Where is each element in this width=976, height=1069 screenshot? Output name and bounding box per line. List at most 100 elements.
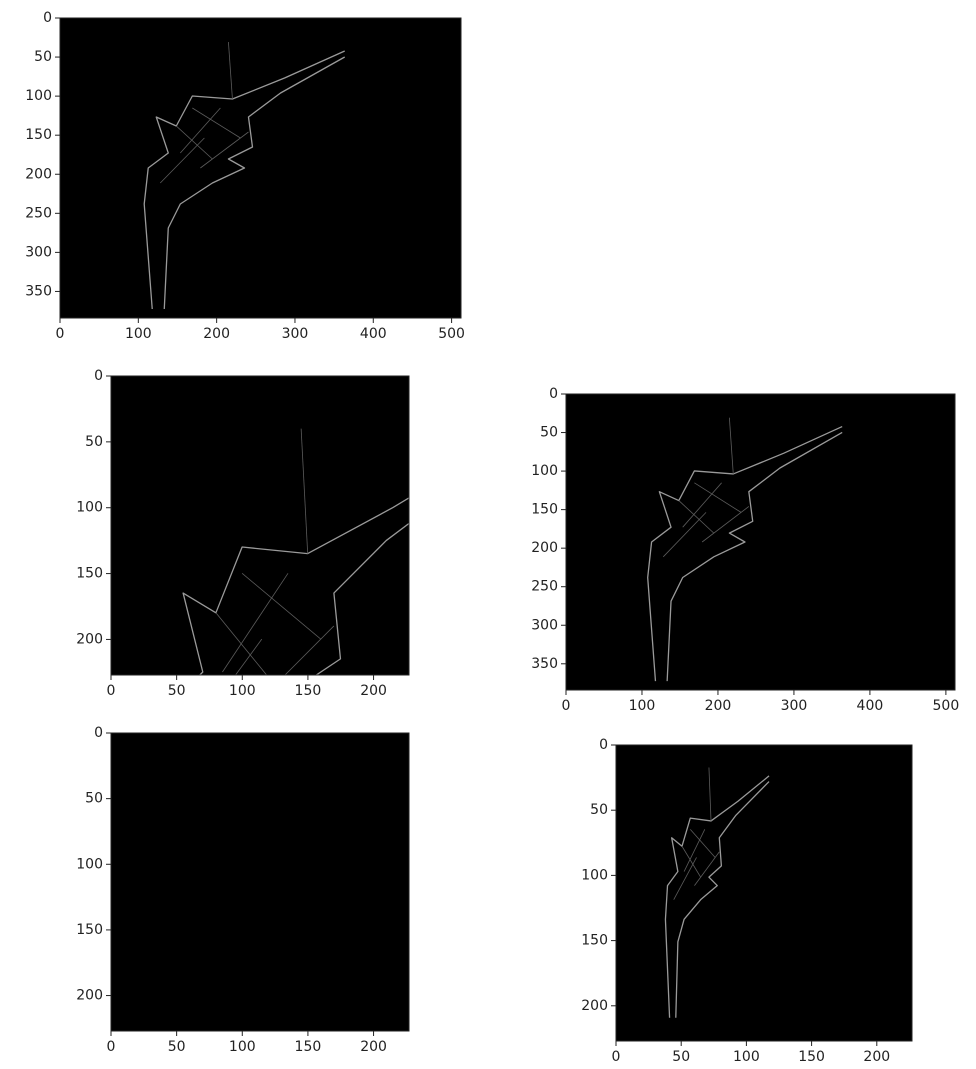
cell-structure (200, 131, 249, 169)
x-tick-label: 150 (798, 1049, 825, 1065)
y-tick-label: 100 (76, 856, 103, 872)
cell-structure (176, 125, 213, 160)
y-tick-label: 50 (590, 802, 608, 818)
x-tick-label: 200 (863, 1049, 890, 1065)
image-panel: 0 100 200 300 400 500 0 50 100 150 200 250 300 350 (25, 10, 465, 342)
y-tick-label: 0 (599, 737, 608, 753)
x-tick-label: 0 (612, 1049, 621, 1065)
cell-structure (708, 767, 712, 821)
x-tick-label: 0 (56, 326, 65, 342)
y-tick-label: 300 (25, 244, 52, 260)
y-tick-label: 150 (581, 933, 608, 949)
x-tick-label: 50 (168, 683, 186, 699)
cell-structure (673, 857, 697, 900)
cell-structure (647, 425, 843, 682)
cell-structure (241, 573, 322, 640)
x-tick-label: 100 (733, 1049, 760, 1065)
y-tick-label: 200 (76, 631, 103, 647)
image-content (664, 767, 770, 1018)
cell-structure (683, 829, 706, 872)
x-tick-label: 0 (562, 698, 571, 714)
cell-structure (143, 50, 345, 310)
axes-frame (615, 744, 913, 1042)
x-tick-label: 100 (229, 683, 256, 699)
cell-structure (681, 846, 701, 878)
y-tick-label: 50 (34, 49, 52, 65)
cell-structure (192, 107, 241, 139)
x-tick-label: 0 (107, 683, 116, 699)
image-content (143, 41, 346, 310)
image-panel: 0 50 100 150 200 0 50 100 150 200 (581, 737, 913, 1065)
x-tick-label: 300 (282, 326, 309, 342)
y-tick-label: 50 (540, 425, 558, 441)
y-tick-label: 150 (76, 566, 103, 582)
y-tick-label: 150 (76, 922, 103, 938)
x-tick-label: 50 (168, 1039, 186, 1055)
x-tick-label: 200 (360, 1039, 387, 1055)
axes-frame (59, 17, 462, 319)
x-tick-label: 150 (295, 683, 322, 699)
cell-structure (678, 500, 715, 534)
image (111, 733, 409, 1031)
x-tick-label: 100 (125, 326, 152, 342)
image-content (182, 428, 409, 675)
cell-structure (694, 482, 742, 513)
image-content (647, 417, 843, 682)
y-tick-label: 300 (531, 617, 558, 633)
y-tick-label: 0 (43, 10, 52, 26)
y-tick-label: 200 (581, 998, 608, 1014)
y-tick-label: 350 (25, 283, 52, 299)
x-tick-label: 500 (933, 698, 960, 714)
x-tick-label: 400 (857, 698, 884, 714)
cell-structure (182, 497, 409, 675)
cell-structure (163, 56, 346, 310)
axes-frame (110, 375, 410, 676)
x-tick-label: 200 (360, 683, 387, 699)
y-tick-label: 0 (549, 386, 558, 402)
x-tick-label: 50 (672, 1049, 690, 1065)
cell-structure (180, 107, 221, 154)
cell-structure (662, 512, 707, 558)
y-tick-label: 100 (25, 88, 52, 104)
x-tick-label: 150 (295, 1039, 322, 1055)
cell-structure (701, 506, 750, 543)
cell-structure (235, 638, 263, 675)
y-tick-label: 350 (531, 656, 558, 672)
x-tick-label: 100 (629, 698, 656, 714)
image (111, 376, 409, 675)
cell-structure (682, 482, 722, 528)
y-tick-label: 200 (531, 540, 558, 556)
image-panel: 0 50 100 150 200 0 50 100 150 200 (76, 725, 410, 1055)
cell-structure (689, 829, 716, 858)
x-tick-label: 100 (229, 1039, 256, 1055)
image-panel: 0 100 200 300 400 500 0 50 100 150 200 250 300 350 (531, 386, 959, 714)
cell-structure (675, 781, 770, 1018)
x-tick-label: 500 (438, 326, 465, 342)
y-tick-label: 0 (94, 368, 103, 384)
axes-frame (565, 393, 956, 691)
x-tick-label: 300 (781, 698, 808, 714)
cell-structure (159, 137, 205, 184)
y-tick-label: 100 (531, 463, 558, 479)
cell-structure (666, 431, 843, 682)
y-tick-label: 250 (25, 205, 52, 221)
cell-structure (300, 428, 309, 554)
y-tick-label: 100 (76, 500, 103, 516)
x-tick-label: 200 (705, 698, 732, 714)
cell-structure (728, 417, 734, 474)
cell-structure (694, 851, 720, 886)
x-tick-label: 400 (360, 326, 387, 342)
y-tick-label: 50 (85, 791, 103, 807)
cell-structure (228, 41, 233, 100)
y-tick-label: 200 (25, 166, 52, 182)
image (616, 745, 912, 1041)
x-tick-label: 200 (203, 326, 230, 342)
y-tick-label: 200 (76, 988, 103, 1004)
cell-structure (215, 612, 268, 675)
image-panel: 0 50 100 150 200 0 50 100 150 200 (76, 368, 410, 699)
y-tick-label: 150 (25, 127, 52, 143)
y-tick-label: 150 (531, 502, 558, 518)
x-tick-label: 0 (107, 1039, 116, 1055)
axes-frame (110, 732, 410, 1032)
